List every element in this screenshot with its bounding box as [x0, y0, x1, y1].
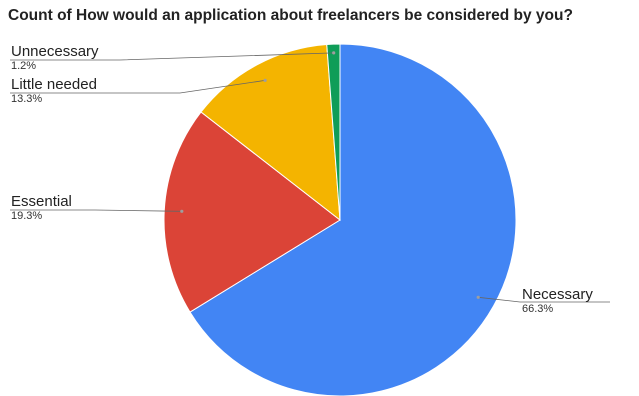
slice-name: Little needed	[11, 76, 97, 93]
leader-dot	[263, 78, 267, 82]
leader-dot	[476, 295, 480, 299]
leader-line	[10, 80, 266, 94]
slice-name: Necessary	[522, 286, 593, 303]
leader-line	[10, 209, 182, 212]
leader-line	[10, 52, 334, 61]
slice-name: Unnecessary	[11, 43, 99, 60]
slice-label-little-needed: Little needed 13.3%	[11, 76, 97, 106]
slice-percent: 19.3%	[11, 210, 43, 222]
leader-dot	[180, 209, 184, 213]
slice-label-necessary: Necessary 66.3%	[522, 286, 593, 316]
slice-label-essential: Essential 19.3%	[11, 193, 72, 223]
slice-essential	[163, 111, 341, 313]
slice-name: Essential	[11, 193, 72, 210]
leader-line	[478, 296, 610, 303]
slice-percent: 1.2%	[11, 60, 37, 72]
slice-label-unnecessary: Unnecessary 1.2%	[11, 43, 99, 73]
leader-dot	[332, 51, 336, 55]
slice-unnecessary	[326, 43, 341, 221]
slice-little-needed	[200, 43, 341, 222]
slice-percent: 66.3%	[522, 303, 554, 315]
chart-title: Count of How would an application about …	[8, 7, 573, 24]
slice-percent: 13.3%	[11, 93, 43, 105]
slice-necessary	[189, 43, 517, 396]
